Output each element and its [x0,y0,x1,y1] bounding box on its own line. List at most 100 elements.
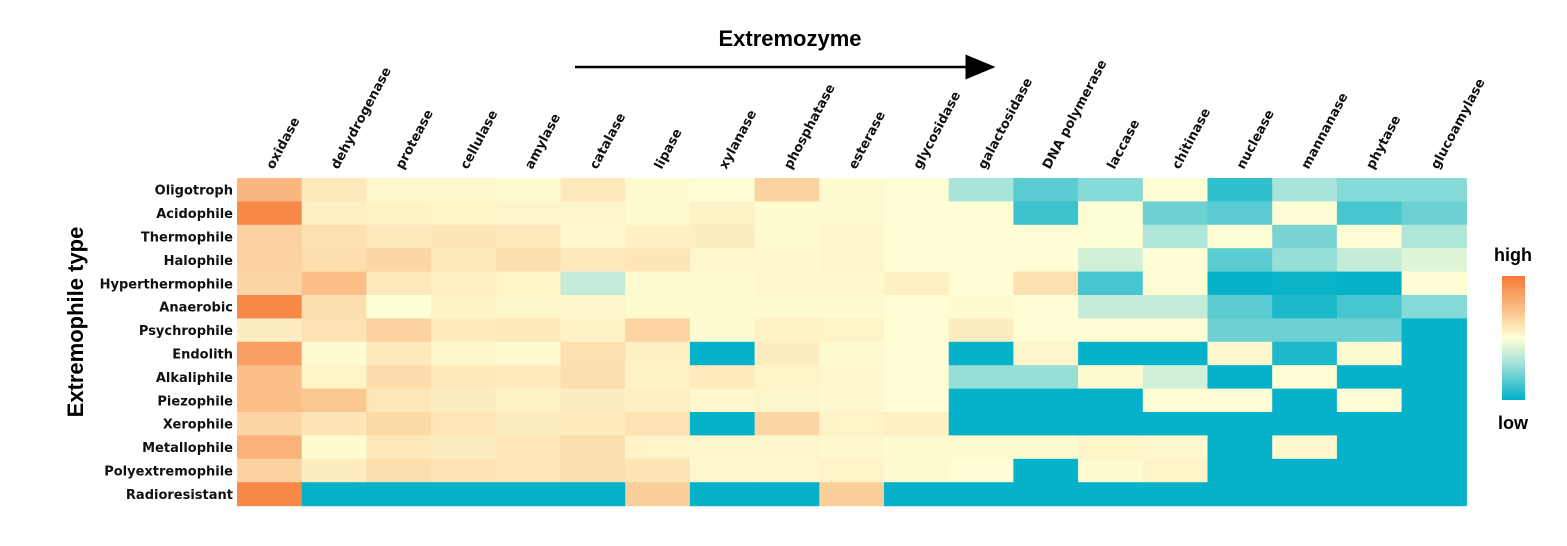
heatmap-cell [431,295,497,319]
column-label: phosphatase [781,82,839,172]
heatmap-cell [301,458,367,483]
heatmap-cell [1336,365,1403,390]
heatmap-cell [625,271,691,296]
heatmap-cell [1207,201,1273,226]
heatmap-cell [431,482,497,507]
heatmap-cell [1336,318,1403,343]
heatmap-cell [1272,365,1338,390]
column-label: chitinase [1169,106,1214,172]
heatmap-cell [237,224,303,249]
heatmap-cell [948,341,1014,366]
heatmap-cell [754,412,820,436]
heatmap-cell [1207,435,1273,460]
heatmap-cell [689,201,756,226]
heatmap-cell [1142,365,1209,390]
heatmap-cell [884,482,950,507]
heatmap-cell [884,178,950,202]
heatmap-cell [1078,318,1144,343]
heatmap-cell [1207,318,1273,343]
heatmap-cell [819,458,885,483]
heatmap-cell [431,341,497,366]
heatmap-cell [1142,341,1209,366]
heatmap-cell [689,435,756,460]
heatmap-cell [560,365,626,390]
heatmap-cell [1078,178,1144,202]
heatmap-cell [301,435,367,460]
heatmap-cell [237,458,303,483]
heatmap-cell [1142,435,1209,460]
heatmap-cell [1401,248,1467,273]
heatmap-cell [1207,341,1273,366]
heatmap-cell [495,365,562,390]
heatmap-cell [1142,318,1209,343]
heatmap-cell [689,388,756,413]
row-label: Halophile [164,254,234,269]
heatmap-cell [884,341,950,366]
heatmap-cell [237,201,303,226]
heatmap-cell [625,224,691,249]
heatmap-cell [431,435,497,460]
heatmap-cell [689,295,756,319]
heatmap-cell [237,388,303,413]
heatmap-cell [1142,388,1209,413]
heatmap-cell [560,388,626,413]
heatmap-cell [1336,201,1403,226]
heatmap-cell [1013,318,1079,343]
heatmap-cell [1272,271,1338,296]
heatmap-cell [560,412,626,436]
column-label: catalase [587,111,629,172]
heatmap-cell [689,412,756,436]
heatmap-cell [560,318,626,343]
heatmap-cell [1272,435,1338,460]
heatmap-cell [1078,458,1144,483]
heatmap-cell [625,201,691,226]
heatmap-cell [625,435,691,460]
heatmap-cell [689,271,756,296]
heatmap-cell [1013,365,1079,390]
heatmap-cell [689,224,756,249]
heatmap-cell [884,412,950,436]
heatmap-cell [754,248,820,273]
column-label: glucoamylase [1428,76,1488,172]
heatmap-cell [1336,295,1403,319]
heatmap-cell [560,295,626,319]
heatmap-cell [301,178,367,202]
heatmap-cell [1013,295,1079,319]
heatmap-cell [431,412,497,436]
heatmap-cell [948,458,1014,483]
column-label: cellulase [458,108,502,172]
column-label: galactosidase [975,76,1036,172]
heatmap-cell [1078,482,1144,507]
heatmap-cell [1078,365,1144,390]
heatmap-cell [1142,248,1209,273]
heatmap-cell [948,365,1014,390]
legend-colorbar [1502,276,1525,400]
heatmap-cell [1401,412,1467,436]
heatmap-cell [495,341,562,366]
heatmap-cell [237,365,303,390]
heatmap-cell [366,318,432,343]
heatmap-cell [237,412,303,436]
heatmap-cell [366,412,432,436]
column-label: amylase [522,111,564,172]
heatmap-cell [1401,295,1467,319]
heatmap-cell [1207,458,1273,483]
heatmap-cell [495,412,562,436]
heatmap-cell [495,388,562,413]
heatmap-cell [1401,458,1467,483]
heatmap-cell [948,295,1014,319]
heatmap-cell [495,224,562,249]
heatmap-cell [1142,412,1209,436]
heatmap-cell [884,435,950,460]
heatmap-cell [1207,248,1273,273]
heatmap-cell [560,458,626,483]
row-label: Endolith [172,348,233,363]
heatmap-cell [1401,318,1467,343]
heatmap-cell [1401,341,1467,366]
heatmap-cell [1013,201,1079,226]
heatmap-cell [560,248,626,273]
column-label: glycosidase [911,89,965,172]
heatmap-cell [948,412,1014,436]
heatmap-cell [1013,388,1079,413]
